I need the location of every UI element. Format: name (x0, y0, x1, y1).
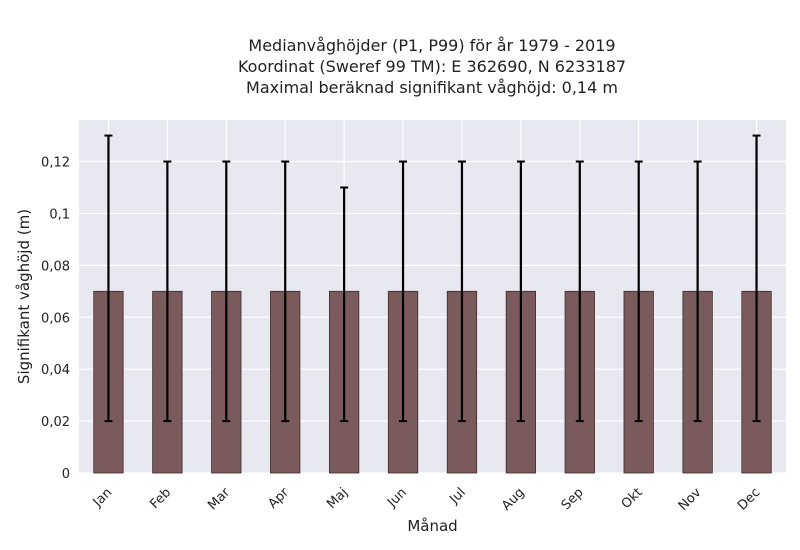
error-bar-jan (104, 134, 113, 423)
title-line-2: Koordinat (Sweref 99 TM): E 362690, N 62… (238, 57, 626, 76)
y-tick-label: 0,1 (49, 207, 70, 222)
title-line-3: Maximal beräknad signifikant våghöjd: 0,… (246, 78, 618, 97)
x-axis-label: Månad (407, 517, 457, 535)
x-tick-label: Jun (384, 485, 410, 511)
y-tick-label: 0,12 (41, 156, 70, 171)
x-tick-label: Aug (499, 485, 528, 514)
error-bar-sep (575, 160, 584, 423)
y-tick-label: 0 (62, 467, 70, 482)
y-tick-label: 0,02 (41, 415, 70, 430)
plot-area (79, 120, 786, 473)
x-tick-label: Dec (735, 485, 763, 513)
error-bars (104, 134, 761, 423)
error-bar-apr (281, 160, 290, 423)
y-axis-ticks: 0 0,02 0,04 0,06 0,08 0,1 0,12 (41, 156, 70, 482)
x-tick-label: Mar (205, 485, 233, 513)
x-tick-label: Nov (676, 485, 705, 514)
title-line-1: Medianvåghöjder (P1, P99) för år 1979 - … (248, 36, 615, 55)
x-tick-label: Apr (266, 485, 293, 512)
error-bar-jun (399, 160, 408, 423)
error-bar-feb (163, 160, 172, 423)
y-tick-label: 0,08 (41, 259, 70, 274)
y-tick-label: 0,06 (41, 311, 70, 326)
x-tick-label: Jan (90, 485, 115, 510)
error-bar-mar (222, 160, 231, 423)
chart-title: Medianvåghöjder (P1, P99) för år 1979 - … (238, 36, 626, 97)
y-axis-label: Signifikant våghöjd (m) (15, 209, 33, 384)
error-bar-nov (693, 160, 702, 423)
x-tick-label: Sep (559, 485, 587, 513)
y-tick-label: 0,04 (41, 363, 70, 378)
error-bar-jul (457, 160, 466, 423)
x-axis-ticks: Jan Feb Mar Apr Maj Jun Jul Aug Sep Okt Nov Dec (90, 485, 764, 514)
error-bar-dec (752, 134, 761, 423)
error-bar-okt (634, 160, 643, 423)
error-bar-aug (516, 160, 525, 423)
x-tick-label: Okt (619, 485, 646, 512)
x-tick-label: Jul (446, 485, 468, 507)
error-bar-maj (340, 186, 349, 423)
x-tick-label: Maj (324, 485, 351, 512)
x-tick-label: Feb (147, 485, 174, 512)
